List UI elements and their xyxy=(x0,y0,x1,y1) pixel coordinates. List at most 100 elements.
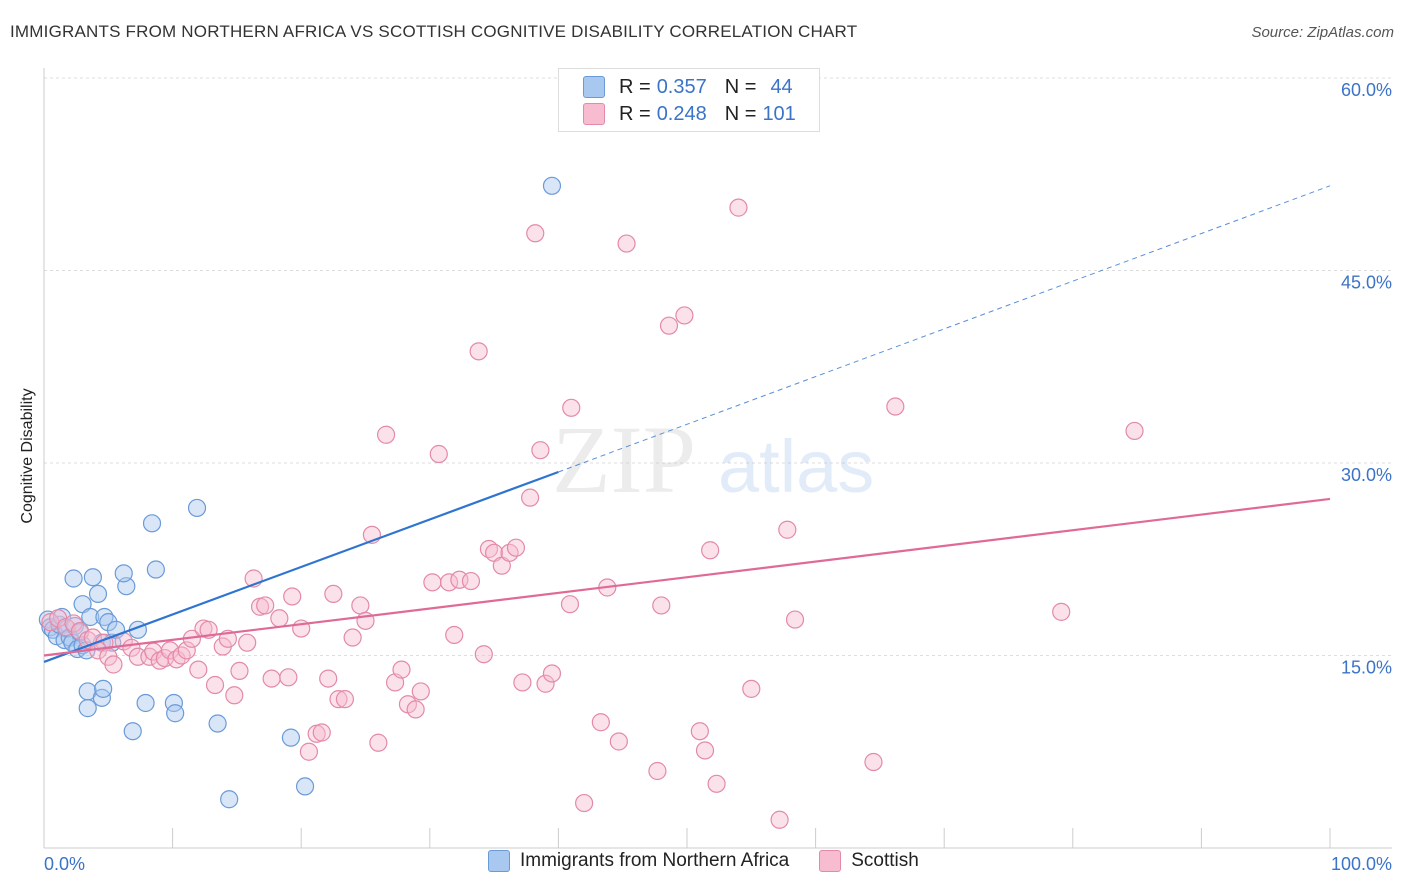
data-point xyxy=(146,560,165,579)
legend-r-label: R = xyxy=(619,102,651,125)
data-point xyxy=(104,655,123,674)
data-point xyxy=(560,595,580,614)
data-point xyxy=(675,306,694,325)
series-scottish-points xyxy=(41,198,1144,829)
data-point xyxy=(652,596,671,615)
data-point xyxy=(542,176,562,195)
legend-n-value-blue: 44 xyxy=(770,75,793,98)
data-point xyxy=(1125,421,1144,441)
data-point xyxy=(562,398,581,417)
legend-n-label: N = xyxy=(724,75,757,98)
y-tick-label: 30.0% xyxy=(1341,465,1392,485)
data-point xyxy=(279,668,298,687)
legend-swatch-blue xyxy=(583,76,605,98)
data-point xyxy=(591,713,610,732)
trend-line-dashed xyxy=(558,185,1331,473)
data-point xyxy=(142,514,162,533)
data-point xyxy=(189,660,208,679)
data-point xyxy=(324,584,343,604)
legend-r-label: R = xyxy=(619,75,651,98)
data-point xyxy=(742,679,761,698)
data-point xyxy=(99,613,118,632)
data-point xyxy=(506,538,526,557)
data-point xyxy=(659,316,679,335)
watermark-atlas: atlas xyxy=(718,425,874,508)
data-point xyxy=(542,664,562,683)
data-point xyxy=(270,609,289,628)
data-point xyxy=(335,690,355,709)
chart-title: IMMIGRANTS FROM NORTHERN AFRICA VS SCOTT… xyxy=(10,22,858,41)
legend-r-value-pink: 0.248 xyxy=(656,102,707,125)
data-point xyxy=(474,645,493,664)
data-point xyxy=(729,198,748,217)
data-point xyxy=(83,568,102,587)
trend-lines xyxy=(43,185,1331,663)
data-point xyxy=(329,690,348,709)
legend-row-pink: R = 0.248 N = 101 xyxy=(583,101,802,127)
data-point xyxy=(262,669,281,688)
data-point xyxy=(64,569,83,588)
data-point xyxy=(406,700,425,719)
data-point xyxy=(521,488,540,507)
grid-lines xyxy=(44,77,1392,656)
data-point xyxy=(172,646,191,665)
data-point xyxy=(450,570,469,589)
watermark-zip: ZIP xyxy=(552,406,696,513)
series-name-northern-africa: Immigrants from Northern Africa xyxy=(520,850,790,871)
data-point xyxy=(208,714,227,733)
data-point xyxy=(531,441,550,460)
data-point xyxy=(205,675,225,695)
tick-labels: 15.0% 30.0% 45.0% 60.0% 0.0% 100.0% xyxy=(44,80,1392,874)
data-point xyxy=(609,732,628,751)
data-point xyxy=(392,660,411,679)
series-swatch-scottish xyxy=(819,850,842,872)
series-legend: Immigrants from Northern Africa Scottish xyxy=(488,850,949,872)
y-tick-label: 60.0% xyxy=(1341,80,1392,100)
data-point xyxy=(136,693,155,713)
data-point xyxy=(230,661,249,681)
data-point xyxy=(429,444,448,464)
data-point xyxy=(312,723,331,742)
series-legend-item-northern-africa: Immigrants from Northern Africa xyxy=(488,850,789,872)
legend-row-blue: R = 0.357 N = 44 xyxy=(583,74,799,100)
x-tick-label-max: 100.0% xyxy=(1331,854,1392,874)
data-point xyxy=(166,704,185,723)
data-point xyxy=(343,628,362,647)
data-point xyxy=(617,234,636,253)
y-tick-label: 45.0% xyxy=(1341,273,1392,293)
data-point xyxy=(299,742,319,761)
data-points xyxy=(38,176,1144,829)
watermark: ZIP atlas xyxy=(552,406,874,513)
trend-line-solid xyxy=(43,497,1331,657)
data-point xyxy=(369,733,388,752)
data-point xyxy=(187,498,207,518)
data-point xyxy=(778,520,797,539)
data-point xyxy=(114,564,133,583)
x-tick-label-min: 0.0% xyxy=(44,854,85,874)
data-point xyxy=(445,625,464,645)
data-point xyxy=(94,679,113,698)
trend-line-solid xyxy=(43,470,559,663)
data-point xyxy=(575,793,594,813)
data-point xyxy=(376,425,396,444)
axes xyxy=(43,68,1392,849)
data-point xyxy=(281,728,301,747)
data-point xyxy=(81,607,100,627)
data-point xyxy=(225,686,244,705)
legend-n-value-pink: 101 xyxy=(762,102,796,125)
data-point xyxy=(648,761,667,781)
data-point xyxy=(319,669,338,688)
data-point xyxy=(1052,602,1071,621)
data-point xyxy=(351,596,370,615)
data-point xyxy=(177,641,196,660)
data-point xyxy=(707,774,726,793)
data-point xyxy=(411,682,430,701)
data-point xyxy=(770,810,789,829)
data-point xyxy=(461,571,481,591)
series-legend-item-scottish: Scottish xyxy=(819,850,919,872)
series-northern-africa-points xyxy=(38,176,562,809)
legend-swatch-pink xyxy=(583,103,605,125)
data-point xyxy=(283,587,302,606)
legend-r-value-blue: 0.357 xyxy=(656,75,707,98)
data-point xyxy=(695,741,715,760)
